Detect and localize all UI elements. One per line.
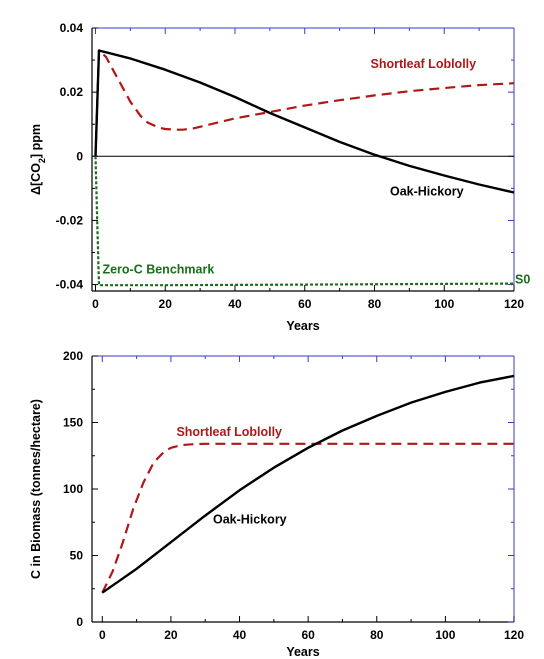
chart1-x-tick-label: 80 [368, 297, 382, 311]
chart2-series-shortleaf-loblolly [101, 442, 514, 594]
chart1-x-axis-title: Years [286, 319, 319, 333]
chart1: 0 20 40 60 80 100 120 -0.04 -0.02 0 0.02 0.04 Years Δ… [29, 21, 530, 333]
chart2-x-tick-label: 100 [435, 628, 455, 642]
chart2-y-axis-title: C in Biomass (tonnes/hectare) [29, 399, 43, 579]
chart1-label-shortleaf-loblolly: Shortleaf Loblolly [371, 57, 477, 71]
chart1-y-axis-title: Δ[CO2] ppm [29, 124, 47, 195]
chart2-y-tick-label: 100 [63, 482, 83, 496]
chart1-y-tick-label: 0 [76, 149, 83, 163]
chart2-x-tick-label: 120 [504, 628, 524, 642]
chart2-x-tick-label: 20 [164, 628, 178, 642]
chart2-y-tick-label: 0 [76, 615, 83, 629]
chart2: 0 20 40 60 80 100 120 0 50 100 150 200 Years C in Bio… [29, 349, 524, 659]
chart1-label-oak-hickory: Oak-Hickory [390, 184, 464, 198]
chart1-y-axis-title-part: Δ[CO [29, 163, 43, 195]
chart2-y-tick-label: 150 [63, 416, 83, 430]
chart1-y-tick-label: 0.02 [60, 85, 84, 99]
chart1-y-axis-title-part: ] ppm [29, 124, 43, 158]
chart1-series-zero-c-benchmark [94, 156, 515, 287]
chart1-series-shortleaf-loblolly [94, 49, 515, 157]
chart2-label-shortleaf-loblolly: Shortleaf Loblolly [176, 425, 282, 439]
chart1-x-tick-label: 100 [434, 297, 454, 311]
chart2-y-tick-label: 50 [70, 549, 84, 563]
chart1-x-tick-label: 40 [228, 297, 242, 311]
chart2-label-oak-hickory: Oak-Hickory [213, 513, 287, 527]
chart2-x-tick-label: 40 [233, 628, 247, 642]
chart2-x-tick-label: 60 [301, 628, 315, 642]
chart2-x-tick-label: 0 [99, 628, 106, 642]
chart2-x-tick-label: 80 [370, 628, 384, 642]
chart2-y-tick-label: 200 [63, 349, 83, 363]
chart1-label-zero-c-benchmark: Zero-C Benchmark [102, 263, 214, 277]
chart1-y-tick-label: -0.02 [56, 213, 84, 227]
chart1-x-tick-label: 0 [92, 297, 99, 311]
chart1-y-tick-label: -0.04 [56, 278, 84, 292]
chart1-x-tick-label: 120 [504, 297, 524, 311]
chart1-series-oak-hickory [94, 49, 515, 194]
chart2-x-axis-title: Years [286, 645, 319, 659]
chart1-x-tick-label: 60 [298, 297, 312, 311]
chart1-label-s0: S0 [515, 272, 530, 286]
chart1-x-tick-label: 20 [159, 297, 173, 311]
chart1-y-tick-label: 0.04 [60, 21, 84, 35]
chart1-y-axis-title-subscript: 2 [37, 158, 47, 163]
chart2-series-oak-hickory [101, 374, 515, 594]
